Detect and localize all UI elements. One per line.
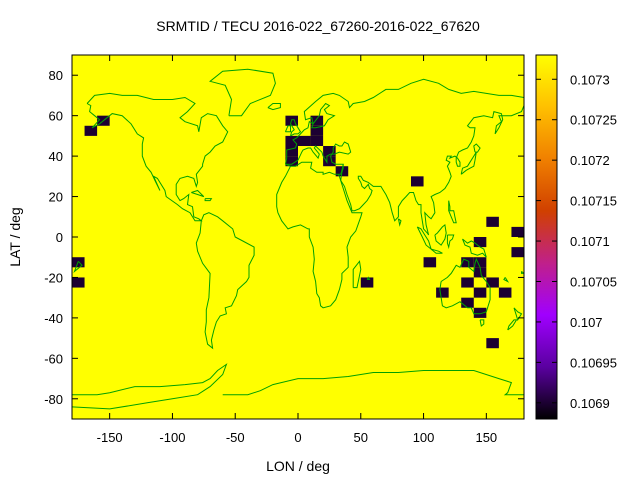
- coastline: [284, 125, 291, 133]
- x-tick-label: -150: [97, 430, 123, 445]
- coastline: [507, 319, 518, 331]
- heatmap-cell: [511, 247, 524, 258]
- heatmap-cell: [486, 338, 499, 349]
- coastline: [479, 319, 485, 327]
- heatmap-cell: [423, 257, 437, 268]
- y-tick-label: -60: [44, 351, 63, 366]
- x-tick-label: 0: [294, 430, 301, 445]
- coastline: [434, 223, 447, 246]
- heatmap-cell: [461, 297, 474, 308]
- coastline: [204, 198, 213, 202]
- colorbar-tick-label: 0.1069: [570, 396, 610, 411]
- colorbar-tick-label: 0.1073: [570, 72, 610, 87]
- colorbar-tick-label: 0.107: [570, 315, 603, 330]
- heatmap-cell: [310, 125, 324, 136]
- coastline: [439, 257, 491, 315]
- coastline: [503, 277, 510, 283]
- heatmap-cell: [473, 257, 487, 268]
- heatmap-cell: [486, 216, 499, 227]
- coastlines: [72, 68, 524, 410]
- coastline: [276, 165, 363, 309]
- heatmap-cell: [310, 115, 324, 126]
- y-tick-label: 20: [49, 190, 63, 205]
- y-axis-label: LAT / deg: [7, 207, 23, 266]
- x-tick-label: -50: [226, 430, 245, 445]
- coastline: [284, 78, 524, 165]
- coastline: [366, 276, 371, 280]
- y-tick-label: -20: [44, 270, 63, 285]
- colorbar-tick-label: 0.10695: [570, 355, 617, 370]
- heatmap-cell: [285, 135, 298, 146]
- plot-background: [72, 55, 524, 419]
- coastline: [285, 141, 352, 175]
- coastline: [513, 307, 523, 322]
- heatmap-cell: [360, 277, 374, 288]
- y-tick-label: 0: [56, 230, 63, 245]
- colorbar-tick-label: 0.1071: [570, 234, 610, 249]
- coastline: [222, 370, 524, 396]
- x-axis-label: LON / deg: [266, 458, 330, 474]
- heatmap-cell: [285, 146, 298, 157]
- heatmap-cell: [323, 156, 336, 167]
- heatmap-cell: [461, 257, 474, 268]
- colorbar: [535, 54, 558, 420]
- coastline: [352, 260, 362, 289]
- coastline: [191, 189, 205, 198]
- coastline: [462, 238, 487, 258]
- heatmap-cell: [486, 277, 499, 288]
- heatmap-cell: [310, 135, 324, 146]
- coastline: [397, 218, 402, 227]
- coastline: [86, 92, 229, 222]
- coastline: [430, 248, 443, 254]
- heatmap-cell: [323, 146, 336, 157]
- y-tick-label: 80: [49, 68, 63, 83]
- x-tick-label: -100: [159, 430, 185, 445]
- coastline: [72, 363, 228, 410]
- heatmap-cell: [473, 237, 487, 248]
- colorbar-tick-label: 0.10715: [570, 194, 617, 209]
- coastline: [267, 103, 281, 111]
- colorbar-tick-label: 0.1072: [570, 153, 610, 168]
- coastline: [473, 143, 481, 153]
- x-tick-label: 50: [354, 430, 368, 445]
- coastline: [340, 105, 524, 236]
- coastline: [521, 271, 524, 274]
- heatmap-cell: [473, 287, 487, 298]
- coastline: [289, 119, 302, 137]
- chart-title: SRMTID / TECU 2016-022_67260-2016-022_67…: [156, 18, 480, 34]
- heatmap-cell: [298, 135, 311, 146]
- heatmap-cell: [511, 226, 524, 237]
- heatmap-cell: [84, 125, 98, 136]
- coastline: [209, 68, 276, 117]
- heatmap-cell: [498, 287, 512, 298]
- coastline: [73, 260, 83, 273]
- y-tick-label: 60: [49, 109, 63, 124]
- heatmap-cell: [436, 287, 449, 298]
- heatmap-cell: [72, 277, 85, 288]
- coastline: [448, 200, 457, 224]
- x-tick-label: 150: [475, 430, 497, 445]
- y-tick-label: 40: [49, 149, 63, 164]
- y-tick-label: -40: [44, 311, 63, 326]
- y-tick-label: -80: [44, 392, 63, 407]
- coastline: [446, 234, 455, 250]
- coastline: [416, 226, 433, 251]
- heatmap-cell: [461, 277, 474, 288]
- x-tick-label: 100: [413, 430, 435, 445]
- heatmap-cell: [473, 307, 487, 318]
- coastline: [195, 212, 255, 350]
- colorbar-tick-label: 0.10725: [570, 113, 617, 128]
- heatmap-cell: [285, 156, 298, 167]
- heatmap-cell: [473, 267, 487, 278]
- colorbar-tick-label: 0.10705: [570, 274, 617, 289]
- heatmap-cell: [411, 176, 424, 187]
